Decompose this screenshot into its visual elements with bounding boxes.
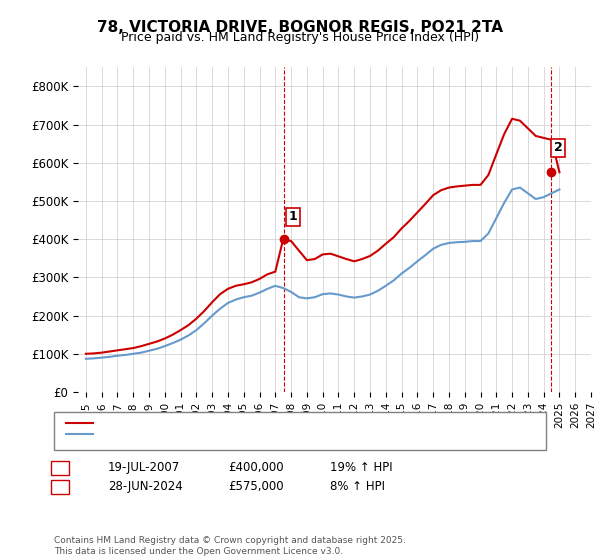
Text: 1: 1 bbox=[289, 210, 298, 223]
Text: 19% ↑ HPI: 19% ↑ HPI bbox=[330, 461, 392, 474]
Text: Contains HM Land Registry data © Crown copyright and database right 2025.
This d: Contains HM Land Registry data © Crown c… bbox=[54, 536, 406, 556]
Text: 1: 1 bbox=[56, 461, 64, 474]
Text: 28-JUN-2024: 28-JUN-2024 bbox=[108, 480, 183, 493]
Text: 2: 2 bbox=[554, 141, 562, 154]
Text: 78, VICTORIA DRIVE, BOGNOR REGIS, PO21 2TA (detached house): 78, VICTORIA DRIVE, BOGNOR REGIS, PO21 2… bbox=[96, 418, 440, 428]
Text: 2: 2 bbox=[56, 480, 64, 493]
Text: HPI: Average price, detached house, Arun: HPI: Average price, detached house, Arun bbox=[96, 429, 314, 439]
Text: 8% ↑ HPI: 8% ↑ HPI bbox=[330, 480, 385, 493]
Text: Price paid vs. HM Land Registry's House Price Index (HPI): Price paid vs. HM Land Registry's House … bbox=[121, 31, 479, 44]
Text: £400,000: £400,000 bbox=[228, 461, 284, 474]
Text: 19-JUL-2007: 19-JUL-2007 bbox=[108, 461, 180, 474]
Text: £575,000: £575,000 bbox=[228, 480, 284, 493]
Text: 78, VICTORIA DRIVE, BOGNOR REGIS, PO21 2TA: 78, VICTORIA DRIVE, BOGNOR REGIS, PO21 2… bbox=[97, 20, 503, 35]
